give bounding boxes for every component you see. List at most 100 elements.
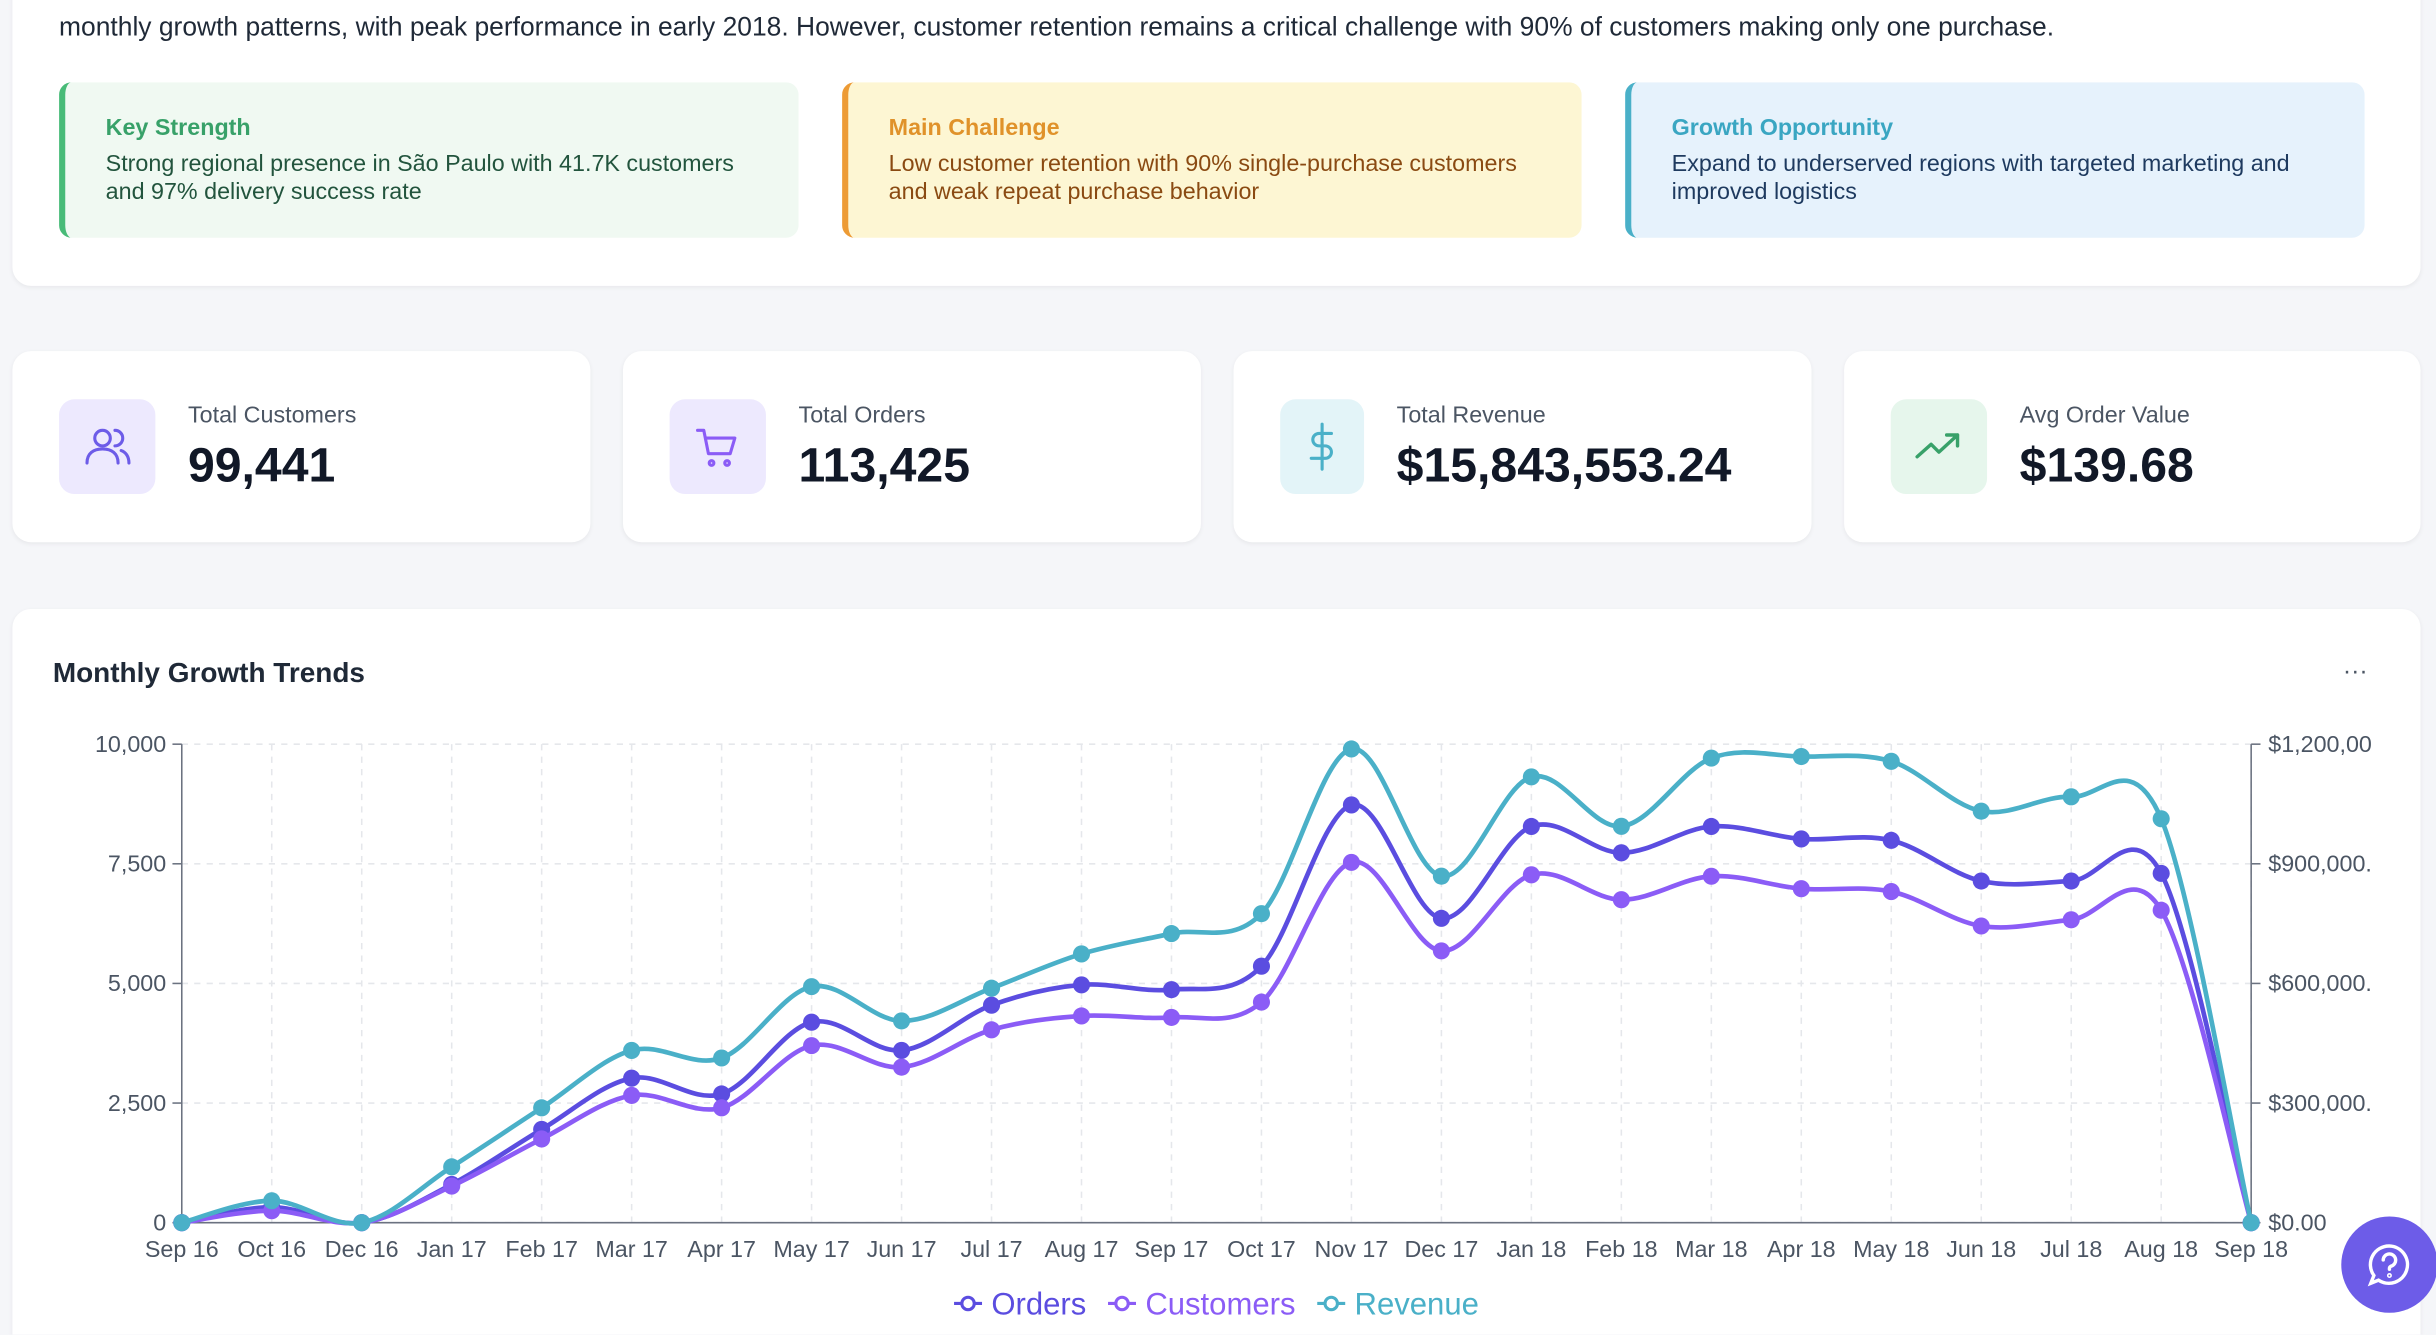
y2-tick-label: $900,000.: [2268, 851, 2372, 877]
data-point: [1882, 831, 1900, 849]
data-point: [173, 1214, 191, 1232]
data-point: [982, 979, 1001, 997]
y2-tick-label: $600,000.: [2268, 970, 2372, 996]
y-tick-label: 0: [153, 1209, 166, 1235]
series-line: [181, 859, 2254, 1226]
insight: Main Challenge Low customer retention wit…: [842, 82, 1582, 238]
x-tick-label: Sep 17: [1135, 1236, 1209, 1262]
x-tick-label: Jun 18: [1946, 1236, 2016, 1262]
series-line: [181, 802, 2254, 1226]
data-point: [1612, 844, 1630, 862]
kpi-value: 99,441: [187, 438, 336, 493]
menu-button[interactable]: ···: [2343, 658, 2368, 685]
x-tick-label: Feb 17: [505, 1236, 578, 1262]
y2-tick-label: $1,200,00: [2268, 731, 2372, 757]
data-point: [893, 1058, 911, 1076]
data-point: [1342, 853, 1360, 871]
data-point: [1342, 796, 1360, 814]
insight: Key Strength Strong regional presence in …: [59, 82, 799, 238]
x-tick-label: Jul 17: [960, 1236, 1022, 1262]
data-point: [443, 1177, 461, 1195]
kpi-icon: [669, 399, 766, 495]
data-point: [1522, 768, 1540, 786]
data-point: [1702, 749, 1720, 767]
intro-text: monthly growth patterns, with peak perfo…: [59, 12, 2055, 42]
data-point: [803, 1013, 821, 1031]
chart-title: Monthly Growth Trends: [53, 657, 365, 688]
x-tick-label: Mar 18: [1675, 1236, 1748, 1262]
chart-card: [12, 609, 2421, 1335]
legend-label: Revenue: [1355, 1286, 1479, 1321]
data-point: [1072, 945, 1091, 963]
data-point: [1162, 1008, 1181, 1026]
data-point: [1342, 740, 1360, 758]
data-point: [1612, 891, 1630, 909]
data-point: [1612, 817, 1630, 835]
x-tick-label: Mar 17: [595, 1236, 668, 1262]
data-point: [1252, 993, 1271, 1011]
kpi-icon: [1890, 399, 1988, 495]
data-point: [2152, 864, 2170, 882]
x-tick-label: Apr 18: [1767, 1236, 1836, 1262]
data-point: [1972, 917, 1990, 935]
data-point: [1972, 872, 1990, 890]
data-point: [713, 1049, 731, 1067]
x-tick-label: Jun 17: [867, 1236, 937, 1262]
y2-tick-label: $300,000.: [2268, 1090, 2372, 1116]
data-point: [1252, 905, 1271, 923]
data-point: [1702, 817, 1720, 836]
insight: Growth Opportunity Expand to underserved …: [1625, 82, 2365, 238]
insight-text: Expand to underserved regions with targe…: [1671, 150, 2290, 206]
data-point: [1432, 867, 1450, 885]
x-tick-label: Aug 17: [1045, 1236, 1119, 1262]
data-point: [533, 1130, 551, 1148]
data-point: [1162, 981, 1181, 999]
x-tick-label: Nov 17: [1315, 1236, 1389, 1262]
kpi-value: $139.68: [2019, 438, 2194, 493]
legend-marker: [960, 1295, 976, 1312]
data-point: [982, 996, 1001, 1014]
data-point: [893, 1012, 911, 1030]
kpi-label: Total Orders: [798, 402, 926, 429]
kpi-icon: [1280, 399, 1365, 495]
x-tick-label: Sep 16: [145, 1236, 219, 1262]
data-point: [982, 1021, 1001, 1039]
data-point: [803, 1037, 821, 1055]
legend: Orders Customers Revenue: [954, 1286, 1479, 1321]
data-point: [1882, 752, 1900, 770]
data-point: [2152, 901, 2170, 919]
x-tick-label: Jan 17: [417, 1236, 487, 1262]
legend-label: Customers: [1145, 1286, 1295, 1321]
data-point: [1432, 909, 1450, 927]
data-point: [2152, 810, 2170, 828]
kpi-card: Total Revenue $15,843,553.24: [1233, 351, 1812, 543]
x-tick-label: Oct 16: [237, 1236, 306, 1262]
x-tick-label: Feb 18: [1585, 1236, 1658, 1262]
data-point: [1252, 957, 1271, 975]
data-point: [2062, 872, 2080, 890]
data-point: [533, 1099, 551, 1117]
y-tick-label: 10,000: [95, 731, 166, 757]
data-point: [263, 1192, 281, 1210]
data-point: [1162, 925, 1181, 943]
data-point: [2062, 911, 2080, 929]
insight-title: Growth Opportunity: [1671, 114, 1894, 142]
kpi-label: Avg Order Value: [2019, 402, 2190, 429]
kpi-value: $15,843,553.24: [1396, 438, 1732, 493]
x-tick-label: Oct 17: [1227, 1236, 1296, 1262]
data-point: [623, 1041, 641, 1059]
data-point: [1522, 866, 1540, 884]
y2-tick-label: $0.00: [2268, 1209, 2326, 1235]
legend-marker: [1114, 1295, 1130, 1312]
x-tick-label: Apr 17: [687, 1236, 756, 1262]
kpi-card: Avg Order Value $139.68: [1844, 351, 2421, 543]
help-button[interactable]: [2341, 1216, 2436, 1313]
data-point: [2242, 1214, 2260, 1232]
x-tick-label: Dec 16: [325, 1236, 399, 1262]
x-tick-label: Jul 18: [2040, 1236, 2102, 1262]
insight-title: Key Strength: [105, 114, 251, 142]
y-tick-label: 7,500: [108, 851, 166, 877]
